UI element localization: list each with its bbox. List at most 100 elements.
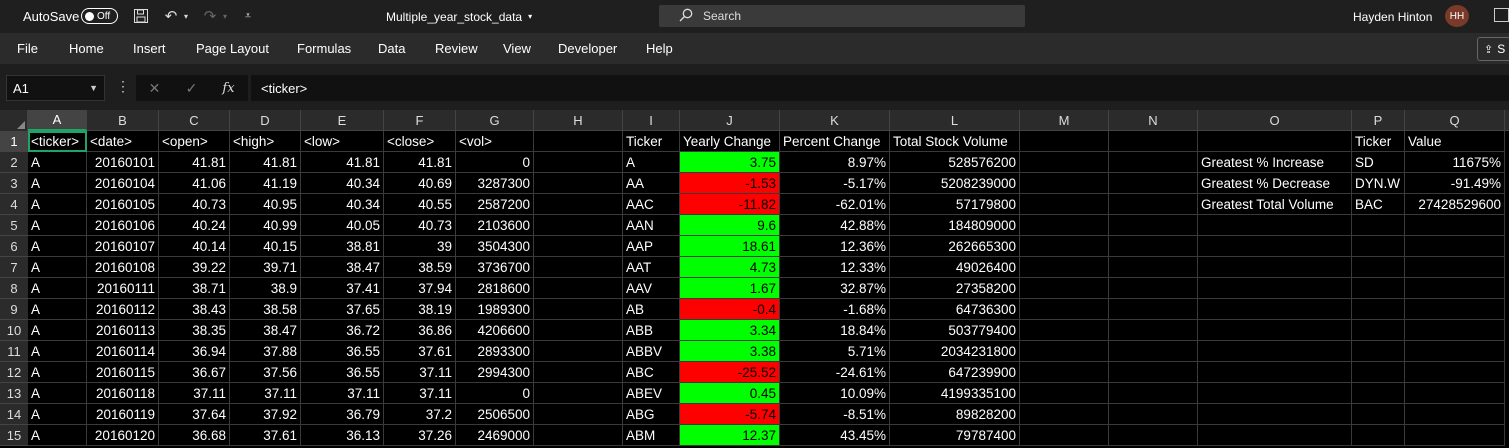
cell-o6[interactable] xyxy=(1198,236,1352,257)
cell-b3[interactable]: 20160104 xyxy=(87,173,159,194)
cell-n15[interactable] xyxy=(1109,425,1198,446)
cell-e3[interactable]: 40.34 xyxy=(301,173,384,194)
cell-p9[interactable] xyxy=(1352,299,1405,320)
cell-b5[interactable]: 20160106 xyxy=(87,215,159,236)
cell-c4[interactable]: 40.73 xyxy=(159,194,230,215)
cell-b15[interactable]: 20160120 xyxy=(87,425,159,446)
cell-a2[interactable]: A xyxy=(28,152,87,173)
cell-e2[interactable]: 41.81 xyxy=(301,152,384,173)
column-header-g[interactable]: G xyxy=(456,110,534,131)
redo-dropdown-icon[interactable]: ▾ xyxy=(222,11,227,21)
tab-insert[interactable]: Insert xyxy=(133,41,166,56)
cell-p15[interactable] xyxy=(1352,425,1405,446)
cell-d8[interactable]: 38.9 xyxy=(230,278,301,299)
cell-p6[interactable] xyxy=(1352,236,1405,257)
cell-j14[interactable]: -5.74 xyxy=(680,404,780,425)
cell-c14[interactable]: 37.64 xyxy=(159,404,230,425)
undo-icon[interactable]: ↶ xyxy=(164,8,178,25)
cell-a6[interactable]: A xyxy=(28,236,87,257)
cell-d9[interactable]: 38.58 xyxy=(230,299,301,320)
row-header[interactable]: 6 xyxy=(0,236,28,257)
cell-m9[interactable] xyxy=(1020,299,1109,320)
cell-i11[interactable]: ABBV xyxy=(623,341,680,362)
cell-l15[interactable]: 79787400 xyxy=(890,425,1020,446)
cell-e5[interactable]: 40.05 xyxy=(301,215,384,236)
cell-h13[interactable] xyxy=(534,383,623,404)
name-box[interactable]: A1 ▼ xyxy=(6,75,105,101)
cell-n10[interactable] xyxy=(1109,320,1198,341)
cell-l6[interactable]: 262665300 xyxy=(890,236,1020,257)
cell-e6[interactable]: 38.81 xyxy=(301,236,384,257)
enter-icon[interactable]: ✓ xyxy=(185,79,198,96)
cell-h7[interactable] xyxy=(534,257,623,278)
cell-o15[interactable] xyxy=(1198,425,1352,446)
cell-c7[interactable]: 39.22 xyxy=(159,257,230,278)
cell-g2[interactable]: 0 xyxy=(456,152,534,173)
row-header[interactable]: 9 xyxy=(0,299,28,320)
cell-p13[interactable] xyxy=(1352,383,1405,404)
cell-f1[interactable]: <close> xyxy=(384,131,456,152)
cell-f11[interactable]: 37.61 xyxy=(384,341,456,362)
cell-n11[interactable] xyxy=(1109,341,1198,362)
row-header[interactable]: 11 xyxy=(0,341,28,362)
cell-i8[interactable]: AAV xyxy=(623,278,680,299)
cell-k2[interactable]: 8.97% xyxy=(780,152,890,173)
cell-e9[interactable]: 37.65 xyxy=(301,299,384,320)
cell-a7[interactable]: A xyxy=(28,257,87,278)
cell-o14[interactable] xyxy=(1198,404,1352,425)
cell-i12[interactable]: ABC xyxy=(623,362,680,383)
tab-file[interactable]: File xyxy=(17,41,38,56)
cell-j1[interactable]: Yearly Change xyxy=(680,131,780,152)
row-header[interactable]: 4 xyxy=(0,194,28,215)
tab-help[interactable]: Help xyxy=(646,41,673,56)
cancel-icon[interactable]: ✕ xyxy=(148,79,161,96)
cell-j6[interactable]: 18.61 xyxy=(680,236,780,257)
cell-c10[interactable]: 38.35 xyxy=(159,320,230,341)
column-header-e[interactable]: E xyxy=(301,110,384,131)
ribbon-display-icon[interactable] xyxy=(1494,8,1509,22)
cell-n3[interactable] xyxy=(1109,173,1198,194)
redo-icon[interactable]: ↷ xyxy=(203,8,217,25)
cell-q1[interactable]: Value xyxy=(1405,131,1505,152)
cell-m8[interactable] xyxy=(1020,278,1109,299)
cell-a15[interactable]: A xyxy=(28,425,87,446)
cell-h6[interactable] xyxy=(534,236,623,257)
cell-g8[interactable]: 2818600 xyxy=(456,278,534,299)
cell-j8[interactable]: 1.67 xyxy=(680,278,780,299)
row-header[interactable]: 14 xyxy=(0,404,28,425)
cell-k10[interactable]: 18.84% xyxy=(780,320,890,341)
cell-c1[interactable]: <open> xyxy=(159,131,230,152)
cell-q13[interactable] xyxy=(1405,383,1505,404)
more-options-icon[interactable]: ⋮ xyxy=(116,78,130,94)
cell-q12[interactable] xyxy=(1405,362,1505,383)
cell-i6[interactable]: AAP xyxy=(623,236,680,257)
cell-f8[interactable]: 37.94 xyxy=(384,278,456,299)
cell-g6[interactable]: 3504300 xyxy=(456,236,534,257)
cell-m4[interactable] xyxy=(1020,194,1109,215)
cell-i7[interactable]: AAT xyxy=(623,257,680,278)
cell-c6[interactable]: 40.14 xyxy=(159,236,230,257)
cell-o9[interactable] xyxy=(1198,299,1352,320)
cell-l13[interactable]: 4199335100 xyxy=(890,383,1020,404)
cell-e4[interactable]: 40.34 xyxy=(301,194,384,215)
cell-b9[interactable]: 20160112 xyxy=(87,299,159,320)
select-all-button[interactable] xyxy=(0,110,28,131)
cell-h8[interactable] xyxy=(534,278,623,299)
cell-b6[interactable]: 20160107 xyxy=(87,236,159,257)
cell-d7[interactable]: 39.71 xyxy=(230,257,301,278)
cell-m6[interactable] xyxy=(1020,236,1109,257)
cell-f15[interactable]: 37.26 xyxy=(384,425,456,446)
cell-h9[interactable] xyxy=(534,299,623,320)
column-header-o[interactable]: O xyxy=(1198,110,1352,131)
tab-data[interactable]: Data xyxy=(378,41,406,56)
tab-view[interactable]: View xyxy=(503,41,531,56)
cell-b10[interactable]: 20160113 xyxy=(87,320,159,341)
cell-p5[interactable] xyxy=(1352,215,1405,236)
cell-c9[interactable]: 38.43 xyxy=(159,299,230,320)
cell-p12[interactable] xyxy=(1352,362,1405,383)
cell-q2[interactable]: 11675% xyxy=(1405,152,1505,173)
column-header-j[interactable]: J xyxy=(680,110,780,131)
row-header[interactable]: 15 xyxy=(0,425,28,446)
cell-k6[interactable]: 12.36% xyxy=(780,236,890,257)
column-header-q[interactable]: Q xyxy=(1405,110,1505,131)
